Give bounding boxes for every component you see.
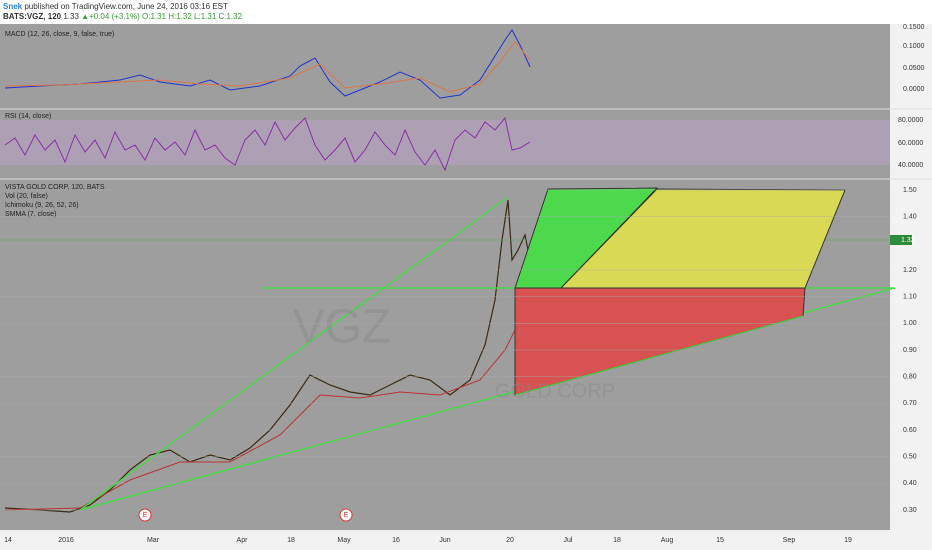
earnings-label: E bbox=[143, 512, 148, 519]
time-tick: Aug bbox=[661, 537, 674, 544]
price-tick: 1.50 bbox=[903, 187, 917, 194]
time-tick: 15 bbox=[716, 537, 724, 544]
indicator-label: Ichimoku (9, 26, 52, 26) bbox=[5, 202, 79, 209]
last: 1.33 bbox=[63, 12, 79, 21]
price-tick: 0.40 bbox=[903, 480, 917, 487]
macd-tick: 0.1000 bbox=[903, 43, 925, 50]
price-tick: 0.90 bbox=[903, 347, 917, 354]
time-tick: Apr bbox=[237, 537, 249, 544]
current-price-box bbox=[890, 235, 912, 245]
price-tick: 1.40 bbox=[903, 214, 917, 221]
macd-line bbox=[4, 29, 531, 99]
price-tick: 1.10 bbox=[903, 294, 917, 301]
time-tick: 18 bbox=[613, 537, 621, 544]
published: published on TradingView.com, June 24, 2… bbox=[22, 2, 228, 11]
indicator-label: VISTA GOLD CORP, 120, BATS bbox=[5, 184, 105, 191]
price-axis bbox=[890, 24, 932, 550]
indicator-label: Vol (20, false) bbox=[5, 193, 48, 200]
rsi-tick: 60.0000 bbox=[898, 140, 923, 147]
macd-tick: 0.0000 bbox=[903, 86, 925, 93]
watermark: GOLD CORP bbox=[495, 380, 615, 402]
macd-tick: 0.1500 bbox=[903, 24, 925, 31]
rsi-label: RSI (14, close) bbox=[5, 113, 51, 120]
current-price: 1.32 bbox=[901, 237, 915, 244]
earnings-marker bbox=[138, 508, 152, 522]
trend-line bbox=[79, 197, 508, 511]
time-axis bbox=[0, 530, 890, 550]
price-tick: 0.70 bbox=[903, 400, 917, 407]
time-tick: 14 bbox=[4, 537, 12, 544]
price-tick: 0.60 bbox=[903, 427, 917, 434]
macd-label: MACD (12, 26, close, 9, false, true) bbox=[5, 31, 114, 38]
indicator-label: SMMA (7, close) bbox=[5, 211, 56, 218]
time-tick: 20 bbox=[506, 537, 514, 544]
header: Snek published on TradingView.com, June … bbox=[0, 0, 932, 24]
time-tick: 16 bbox=[392, 537, 400, 544]
rsi-line bbox=[4, 116, 531, 172]
watermark: VGZ bbox=[293, 301, 392, 354]
earnings-marker bbox=[339, 508, 353, 522]
rsi-band bbox=[0, 120, 890, 165]
price-tick: 0.80 bbox=[903, 374, 917, 381]
time-tick: 19 bbox=[844, 537, 852, 544]
change: +0.04 (+3.1%) bbox=[89, 12, 140, 21]
price-tick: 1.00 bbox=[903, 320, 917, 327]
chart: VGZ GOLD CORP MACD (12, 26, close, 9, fa… bbox=[0, 24, 932, 550]
signal-line bbox=[4, 41, 531, 93]
price-tick: 1.20 bbox=[903, 267, 917, 274]
time-tick: Jul bbox=[564, 537, 573, 544]
author[interactable]: Snek bbox=[3, 2, 23, 11]
smma-line bbox=[4, 294, 541, 511]
time-tick: Jun bbox=[439, 537, 450, 544]
macd-tick: 0.0500 bbox=[903, 65, 925, 72]
time-tick: May bbox=[337, 537, 351, 544]
ohlc: O:1.31 H:1.32 L:1.31 C:1.32 bbox=[142, 12, 243, 21]
price-tick: 0.50 bbox=[903, 454, 917, 461]
rsi-tick: 80.0000 bbox=[898, 117, 923, 124]
time-tick: 18 bbox=[287, 537, 295, 544]
time-tick: 2016 bbox=[58, 537, 74, 544]
time-tick: Sep bbox=[783, 537, 796, 544]
price-tick: 0.30 bbox=[903, 507, 917, 514]
symbol: BATS:VGZ, 120 bbox=[3, 12, 62, 21]
earnings-label: E bbox=[344, 512, 349, 519]
arrow: ▲ bbox=[81, 12, 90, 21]
trend-line bbox=[514, 315, 804, 396]
rsi-tick: 40.0000 bbox=[898, 162, 923, 169]
time-tick: Mar bbox=[147, 537, 160, 544]
